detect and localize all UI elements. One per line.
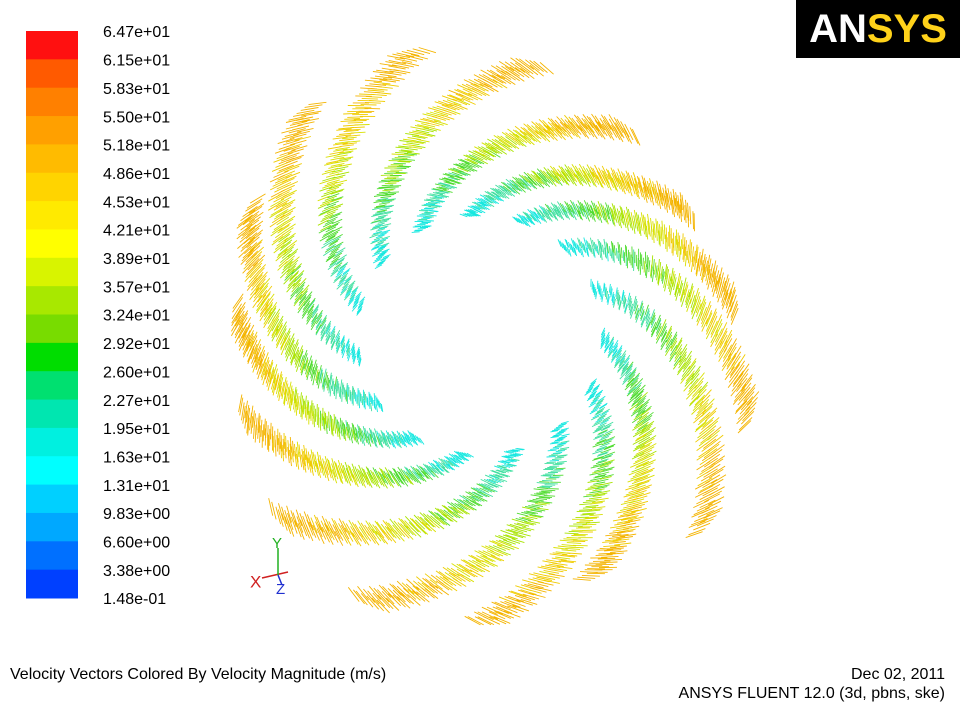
colorbar-label: 3.24e+01 bbox=[103, 308, 170, 325]
triad-z-label: Z bbox=[276, 581, 285, 598]
colorbar-label: 1.95e+01 bbox=[103, 421, 170, 438]
colorbar-label: 1.63e+01 bbox=[103, 449, 170, 466]
colorbar-band bbox=[26, 116, 78, 145]
colorbar-band bbox=[26, 541, 78, 571]
colorbar-band bbox=[26, 484, 78, 514]
colorbar-label: 3.38e+00 bbox=[103, 563, 170, 580]
footer-title: Velocity Vectors Colored By Velocity Mag… bbox=[10, 666, 386, 683]
colorbar-label: 1.48e-01 bbox=[103, 591, 166, 608]
triad-x-label: X bbox=[250, 572, 261, 591]
colorbar-label: 4.53e+01 bbox=[103, 194, 170, 211]
footer-version: ANSYS FLUENT 12.0 (3d, pbns, ske) bbox=[679, 685, 945, 702]
colorbar-band bbox=[26, 512, 78, 542]
colorbar-band bbox=[26, 342, 78, 372]
colorbar-label: 5.18e+01 bbox=[103, 138, 170, 155]
colorbar-band bbox=[26, 399, 78, 429]
logo: ANSYS bbox=[809, 7, 947, 51]
colorbar-label: 5.50e+01 bbox=[103, 109, 170, 126]
vector-strokes bbox=[284, 150, 682, 526]
logo-sys: SYS bbox=[867, 7, 947, 51]
logo-box bbox=[796, 0, 960, 58]
triad-y-label: Y bbox=[272, 535, 282, 552]
vector-field bbox=[231, 47, 760, 626]
colorbar-label: 2.92e+01 bbox=[103, 336, 170, 353]
colorbar-label: 6.15e+01 bbox=[103, 53, 170, 70]
colorbar-band bbox=[26, 371, 78, 401]
vector-strokes bbox=[307, 170, 662, 506]
colorbar-label: 3.89e+01 bbox=[103, 251, 170, 268]
vector-strokes bbox=[255, 98, 723, 583]
colorbar-label: 2.60e+01 bbox=[103, 364, 170, 381]
colorbar-band bbox=[26, 172, 78, 202]
colorbar-label: 2.27e+01 bbox=[103, 393, 170, 410]
vector-strokes bbox=[231, 47, 760, 626]
colorbar-label: 9.83e+00 bbox=[103, 506, 170, 523]
vector-strokes bbox=[267, 127, 709, 556]
colorbar-label: 3.57e+01 bbox=[103, 279, 170, 296]
colorbar-band bbox=[26, 229, 78, 259]
logo-an: AN bbox=[809, 7, 867, 51]
colorbar-band bbox=[26, 59, 78, 89]
colorbar-label: 4.21e+01 bbox=[103, 223, 170, 240]
colorbar-band bbox=[26, 427, 78, 457]
colorbar-band bbox=[26, 569, 78, 599]
colorbar-band bbox=[26, 257, 78, 287]
colorbar-band bbox=[26, 201, 78, 230]
vector-strokes bbox=[325, 194, 631, 484]
footer-date: Dec 02, 2011 bbox=[851, 666, 945, 683]
colorbar-band bbox=[26, 286, 78, 315]
colorbar-band bbox=[26, 144, 78, 174]
colorbar-band bbox=[26, 31, 78, 60]
colorbar-label: 6.60e+00 bbox=[103, 535, 170, 552]
vector-strokes bbox=[243, 78, 746, 604]
colorbar-band bbox=[26, 314, 78, 344]
colorbar-label: 5.83e+01 bbox=[103, 81, 170, 98]
colorbar-label: 6.47e+01 bbox=[103, 24, 170, 41]
colorbar-band bbox=[26, 87, 78, 117]
axis-triad: X Y Z bbox=[250, 535, 289, 598]
colorbar-label: 1.31e+01 bbox=[103, 478, 170, 495]
colorbar: 6.47e+01 6.15e+01 5.83e+01 5.50e+01 5.18e+01… bbox=[26, 24, 170, 608]
colorbar-band bbox=[26, 456, 78, 486]
colorbar-label: 4.86e+01 bbox=[103, 166, 170, 183]
triad-x-axis bbox=[261, 571, 289, 579]
triad-z-axis bbox=[277, 574, 283, 586]
